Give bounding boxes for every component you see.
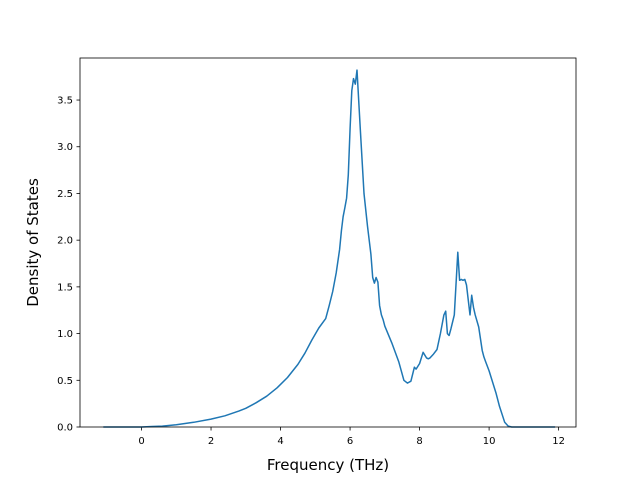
y-tick-label: 1.0 — [57, 329, 73, 340]
y-tick-label: 3.5 — [57, 96, 73, 107]
x-tick-label: 0 — [138, 436, 144, 447]
x-tick-label: 12 — [552, 436, 565, 447]
y-axis-title: Density of States — [24, 178, 42, 307]
x-tick-label: 10 — [483, 436, 496, 447]
x-axis-ticks: 0 2 4 6 8 10 12 — [138, 427, 565, 447]
dos-series-line — [103, 69, 556, 428]
x-tick-label: 2 — [208, 436, 214, 447]
y-tick-label: 3.0 — [57, 142, 73, 153]
x-tick-label: 8 — [416, 436, 422, 447]
y-axis-ticks: 0.0 0.5 1.0 1.5 2.0 2.5 3.0 3.5 — [57, 96, 80, 434]
y-tick-label: 2.5 — [57, 189, 73, 200]
x-tick-label: 4 — [277, 436, 283, 447]
x-tick-label: 6 — [347, 436, 353, 447]
x-axis-title: Frequency (THz) — [267, 456, 389, 474]
y-tick-label: 0.0 — [57, 423, 73, 434]
y-tick-label: 2.0 — [57, 236, 73, 247]
plot-area-frame — [79, 57, 577, 428]
y-tick-label: 1.5 — [57, 282, 73, 293]
y-tick-label: 0.5 — [57, 376, 73, 387]
